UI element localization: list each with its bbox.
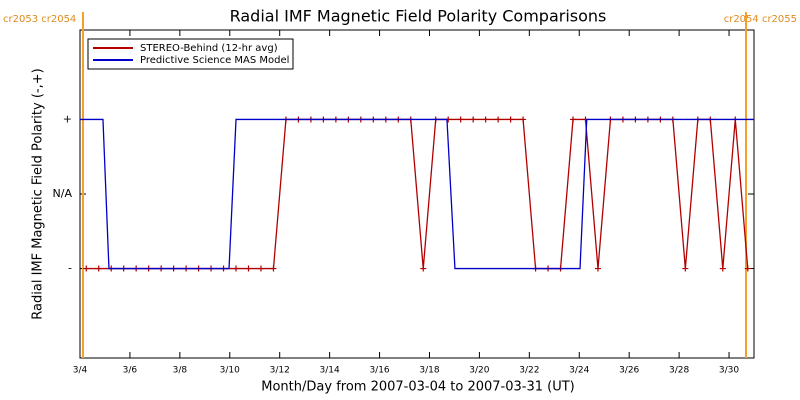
legend-label: STEREO-Behind (12-hr avg) [140,43,278,54]
cr-label: cr2053 cr2054 [3,14,76,25]
marker [245,265,252,272]
marker [570,116,577,123]
x-tick-label: 3/16 [369,366,389,376]
marker [520,116,527,123]
x-tick-label: 3/10 [220,366,240,376]
marker [744,265,751,272]
marker [719,265,726,272]
x-tick-label: 3/14 [320,366,340,376]
x-tick-label: 3/26 [619,366,639,376]
cr-label: cr2054 cr2055 [724,14,797,25]
marker [420,265,427,272]
y-tick-label: N/A [53,187,73,200]
x-tick-label: 3/6 [123,366,138,376]
x-tick-label: 3/24 [569,366,589,376]
series-line [86,118,749,270]
x-tick-label: 3/8 [173,366,188,376]
series-line [80,118,754,270]
chart-title: Radial IMF Magnetic Field Polarity Compa… [230,7,607,26]
marker [470,116,477,123]
marker [233,265,240,272]
x-tick-label: 3/4 [73,366,88,376]
marker [495,116,502,123]
x-tick-label: 3/30 [719,366,739,376]
marker [482,116,489,123]
y-axis-title: Radial IMF Magnetic Field Polarity (-,+) [31,68,46,319]
marker [507,116,514,123]
marker [83,265,90,272]
x-tick-label: 3/20 [469,366,489,376]
marker [95,265,102,272]
marker [257,265,264,272]
legend-box [87,38,294,70]
legend-label: Predictive Science MAS Model [140,55,289,66]
marker [457,116,464,123]
x-tick-label: 3/12 [270,366,290,376]
marker [682,265,689,272]
x-tick-label: 3/22 [519,366,539,376]
x-axis-title: Month/Day from 2007-03-04 to 2007-03-31 … [261,380,574,395]
y-tick-label: + [63,112,72,125]
x-tick-label: 3/28 [669,366,689,376]
y-tick-label: - [68,262,72,275]
x-tick-label: 3/18 [419,366,439,376]
marker [594,265,601,272]
marker [270,265,277,272]
